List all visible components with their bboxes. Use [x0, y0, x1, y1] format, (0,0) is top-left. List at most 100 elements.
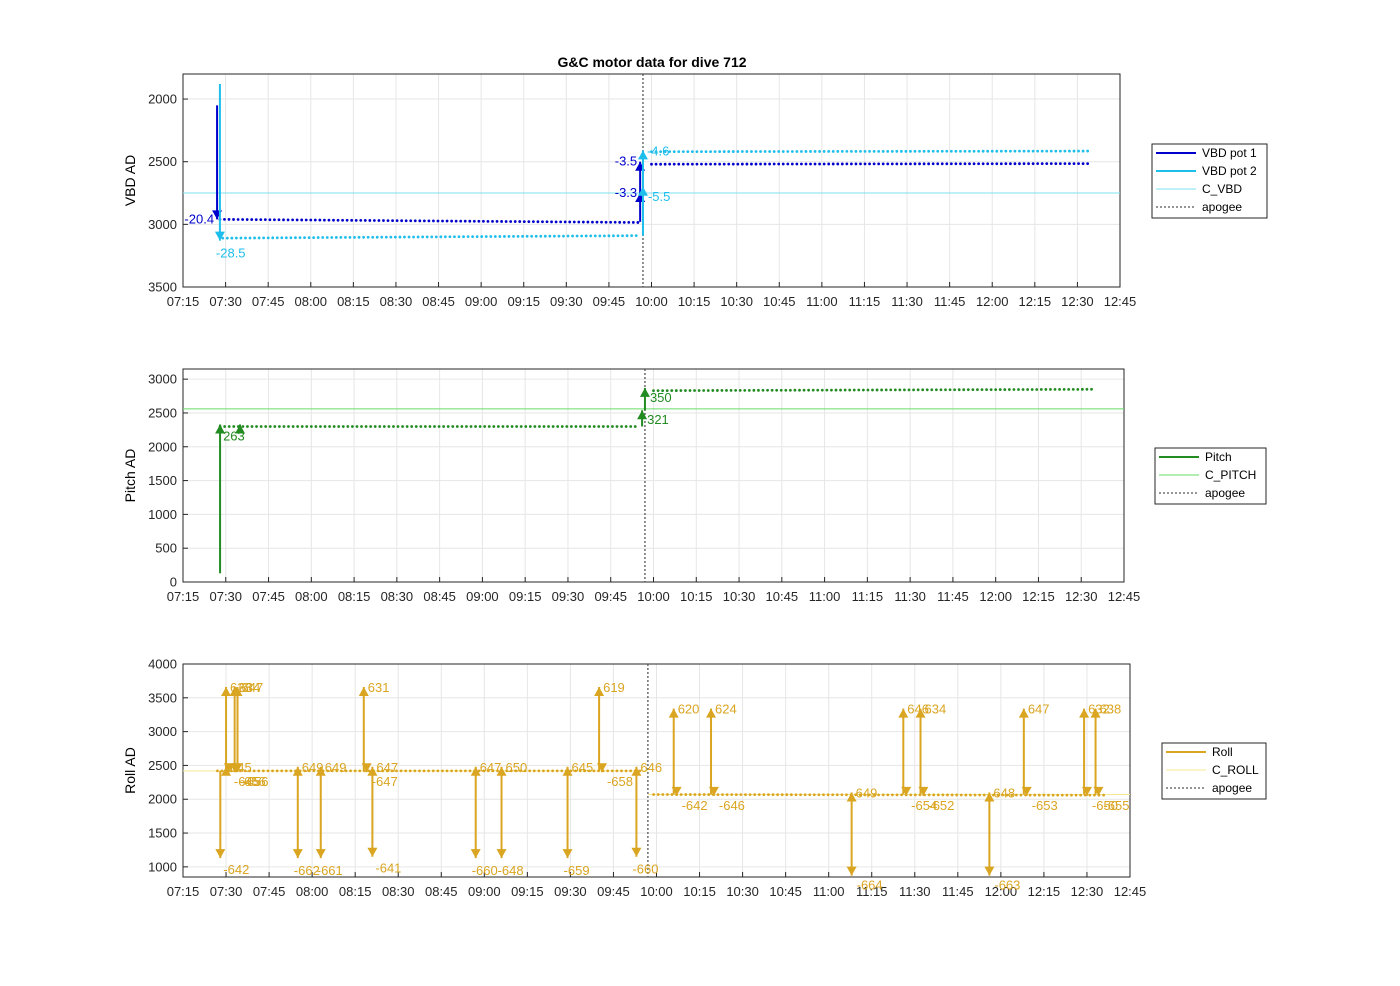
series-point: [377, 219, 381, 222]
series-point: [450, 769, 454, 773]
series-point: [579, 425, 582, 428]
series-point: [1013, 162, 1017, 166]
x-tick-label: 08:30: [382, 884, 415, 899]
series-point: [954, 162, 958, 166]
move-arrowhead: [315, 766, 326, 776]
series-point: [720, 389, 724, 392]
series-point: [944, 388, 947, 392]
y-tick-label: 1000: [148, 859, 177, 874]
series-point: [872, 162, 876, 166]
move-arrowhead: [1079, 708, 1090, 718]
series-point: [725, 389, 728, 392]
series-point: [1060, 793, 1064, 797]
series-point: [813, 162, 817, 166]
series-point: [248, 769, 251, 773]
motor-move: [637, 186, 648, 236]
move-arrowhead: [1081, 786, 1092, 796]
series-point: [496, 769, 499, 773]
move-arrowhead: [367, 766, 378, 776]
series-point: [922, 149, 926, 153]
series-point: [661, 389, 665, 393]
series-point: [1077, 162, 1080, 166]
series-point: [702, 793, 706, 796]
series-point: [569, 769, 573, 773]
series-point: [602, 234, 606, 238]
x-tick-label: 10:45: [769, 884, 802, 899]
series-point: [1039, 388, 1043, 391]
series-point: [364, 425, 368, 428]
x-tick-label: 08:15: [337, 294, 370, 309]
series-point: [459, 219, 463, 223]
x-tick-label: 11:00: [806, 294, 838, 309]
series-point: [990, 149, 994, 153]
series-point: [616, 234, 620, 238]
series-point: [407, 235, 411, 239]
series-point: [350, 425, 354, 428]
series-point: [990, 162, 994, 166]
series-point: [761, 388, 765, 392]
x-tick-label: 09:30: [554, 884, 587, 899]
series-point: [909, 162, 912, 166]
series-point: [588, 425, 592, 428]
x-tick-label: 12:45: [1108, 589, 1141, 604]
series-point: [939, 388, 943, 392]
move-label: 350: [650, 390, 672, 405]
series-point: [1031, 149, 1035, 153]
legend-entry: apogee: [1202, 200, 1242, 214]
series-point: [789, 793, 793, 797]
motor-move: [361, 763, 372, 773]
series-point: [1019, 793, 1023, 797]
series-point: [382, 219, 385, 222]
series-point: [393, 235, 397, 239]
series-point: [890, 793, 894, 797]
series-point: [931, 162, 935, 166]
series-point: [386, 219, 390, 222]
series-point: [900, 793, 903, 797]
x-tick-label: 07:45: [253, 884, 286, 899]
series-point: [227, 218, 231, 221]
motor-move: [901, 786, 912, 796]
series-point: [463, 219, 467, 223]
series-point: [545, 220, 549, 224]
move-arrowhead: [706, 708, 717, 718]
series-point: [493, 235, 497, 238]
series-point: [428, 425, 432, 428]
series-point: [977, 149, 980, 153]
series-point: [982, 793, 986, 797]
series-point: [980, 388, 984, 392]
legend-entry: VBD pot 1: [1202, 146, 1257, 160]
move-arrowhead: [1021, 786, 1032, 796]
series-point: [954, 149, 958, 153]
series-point: [763, 162, 767, 166]
move-arrowhead: [671, 786, 682, 796]
move-label: -652: [928, 798, 954, 813]
series-point: [849, 162, 853, 166]
move-arrowhead: [846, 792, 857, 802]
move-label: -3.5: [615, 154, 637, 169]
move-arrowhead: [292, 766, 303, 776]
series-point: [323, 425, 327, 428]
motor-move: [639, 387, 650, 411]
series-point: [831, 162, 835, 166]
series-point: [298, 236, 302, 240]
x-tick-label: 09:00: [466, 589, 499, 604]
series-point: [886, 793, 890, 797]
move-arrowhead: [984, 866, 995, 876]
series-point: [271, 769, 274, 773]
move-label: 631: [368, 680, 390, 695]
move-arrowhead: [594, 686, 605, 696]
series-point: [521, 234, 524, 238]
series-point: [921, 388, 925, 392]
series-point: [295, 218, 299, 222]
series-point: [357, 235, 361, 239]
series-point: [275, 236, 279, 240]
series-point: [336, 218, 340, 222]
series-point: [895, 149, 899, 153]
series-point: [250, 218, 254, 221]
x-tick-label: 10:15: [678, 294, 711, 309]
series-point: [966, 388, 970, 392]
y-tick-label: 3000: [148, 372, 177, 387]
series-point: [391, 219, 394, 223]
series-point: [445, 219, 449, 223]
x-tick-label: 11:30: [894, 589, 926, 604]
